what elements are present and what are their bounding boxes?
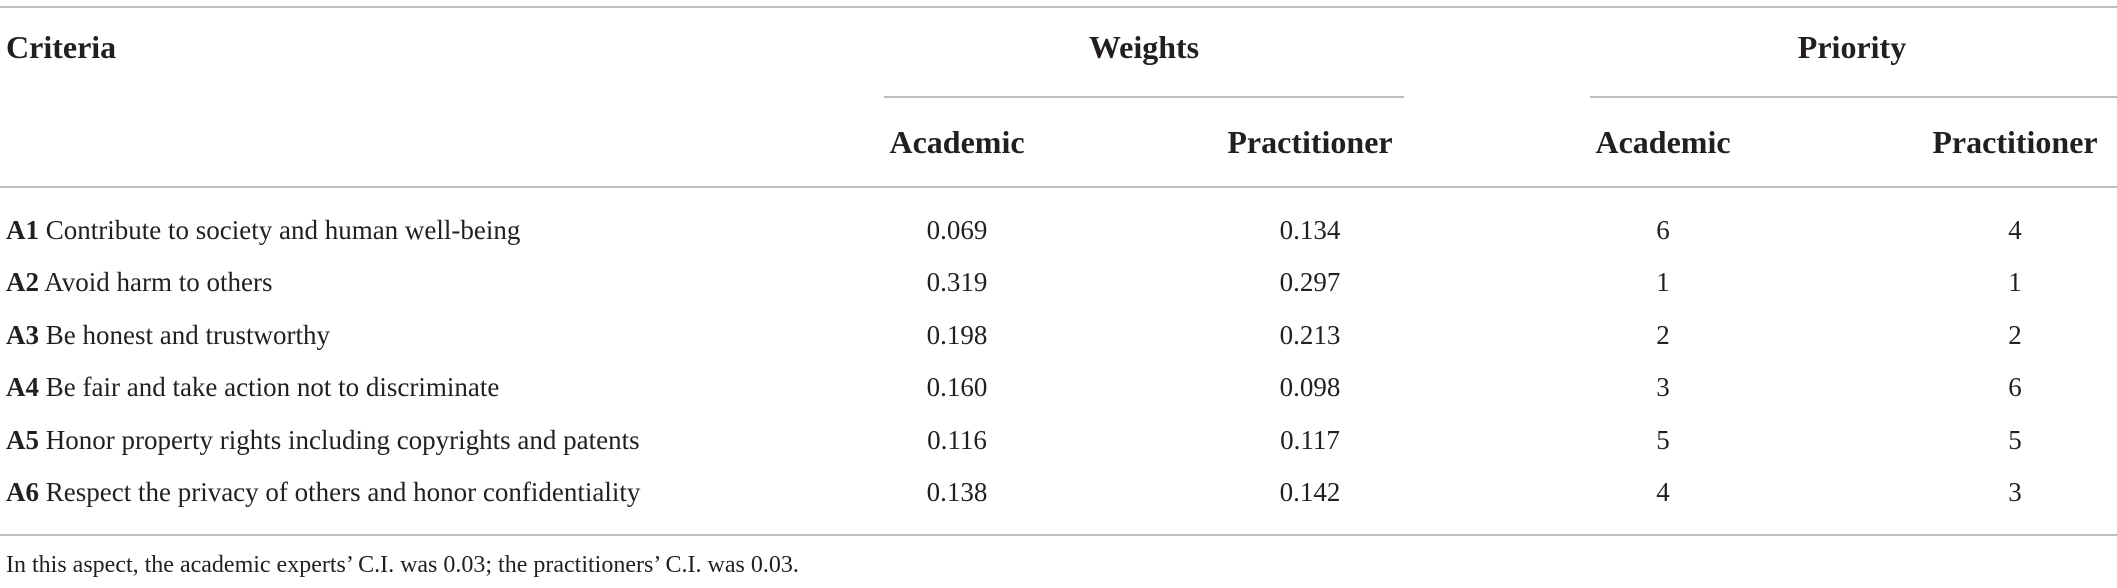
priority-group-rule xyxy=(1590,96,2117,98)
priority-academic-cell: 5 xyxy=(1656,425,1670,455)
header-priority-practitioner: Practitioner xyxy=(1932,124,2098,160)
priority-academic-cell: 6 xyxy=(1656,215,1670,245)
criterion-label: A3 Be honest and trustworthy xyxy=(6,320,330,351)
criterion-label: A2 Avoid harm to others xyxy=(6,267,272,298)
weight-practitioner-cell: 0.213 xyxy=(1279,320,1341,350)
weight-academic-cell: 0.198 xyxy=(926,320,988,350)
criterion-label: A5 Honor property rights including copyr… xyxy=(6,425,640,456)
header-weights-practitioner: Practitioner xyxy=(1227,124,1393,160)
priority-academic-cell: 1 xyxy=(1656,267,1670,297)
header-priority-academic: Academic xyxy=(1595,124,1731,160)
header-weights: Weights xyxy=(1088,29,1200,65)
priority-academic-cell: 3 xyxy=(1656,372,1670,402)
criterion-text: Respect the privacy of others and honor … xyxy=(45,477,641,507)
weights-group-rule xyxy=(884,96,1404,98)
priority-academic-cell: 4 xyxy=(1656,477,1670,507)
criterion-label: A1 Contribute to society and human well-… xyxy=(6,215,520,246)
criterion-text: Be honest and trustworthy xyxy=(45,320,330,350)
header-priority: Priority xyxy=(1797,29,1907,65)
weight-practitioner-cell: 0.297 xyxy=(1279,267,1341,297)
weight-practitioner-cell: 0.134 xyxy=(1279,215,1341,245)
weight-practitioner-cell: 0.117 xyxy=(1280,425,1340,455)
priority-practitioner-cell: 4 xyxy=(2008,215,2022,245)
header-weights-academic: Academic xyxy=(889,124,1025,160)
criterion-code: A3 xyxy=(6,320,39,350)
criterion-label: A4 Be fair and take action not to discri… xyxy=(6,372,499,403)
table-top-rule xyxy=(0,6,2117,8)
priority-practitioner-cell: 3 xyxy=(2008,477,2022,507)
weight-academic-cell: 0.069 xyxy=(926,215,988,245)
table-footnote: In this aspect, the academic experts’ C.… xyxy=(6,552,799,578)
header-criteria: Criteria xyxy=(6,29,117,65)
criterion-code: A5 xyxy=(6,425,39,455)
priority-practitioner-cell: 5 xyxy=(2008,425,2022,455)
priority-practitioner-cell: 2 xyxy=(2008,320,2022,350)
priority-practitioner-cell: 1 xyxy=(2008,267,2022,297)
header-bottom-rule xyxy=(0,186,2117,188)
weight-academic-cell: 0.138 xyxy=(926,477,988,507)
criterion-text: Avoid harm to others xyxy=(44,267,273,297)
weight-practitioner-cell: 0.142 xyxy=(1279,477,1341,507)
priority-academic-cell: 2 xyxy=(1656,320,1670,350)
criterion-text: Be fair and take action not to discrimin… xyxy=(45,372,500,402)
weight-practitioner-cell: 0.098 xyxy=(1279,372,1341,402)
criterion-text: Contribute to society and human well-bei… xyxy=(45,215,521,245)
criterion-code: A1 xyxy=(6,215,39,245)
weight-academic-cell: 0.116 xyxy=(927,425,987,455)
criterion-label: A6 Respect the privacy of others and hon… xyxy=(6,477,640,508)
criterion-code: A2 xyxy=(6,267,39,297)
criterion-code: A6 xyxy=(6,477,39,507)
weight-academic-cell: 0.319 xyxy=(926,267,988,297)
priority-practitioner-cell: 6 xyxy=(2008,372,2022,402)
table-bottom-rule xyxy=(0,534,2117,536)
criterion-code: A4 xyxy=(6,372,39,402)
criterion-text: Honor property rights including copyrigh… xyxy=(45,425,640,455)
weight-academic-cell: 0.160 xyxy=(926,372,988,402)
